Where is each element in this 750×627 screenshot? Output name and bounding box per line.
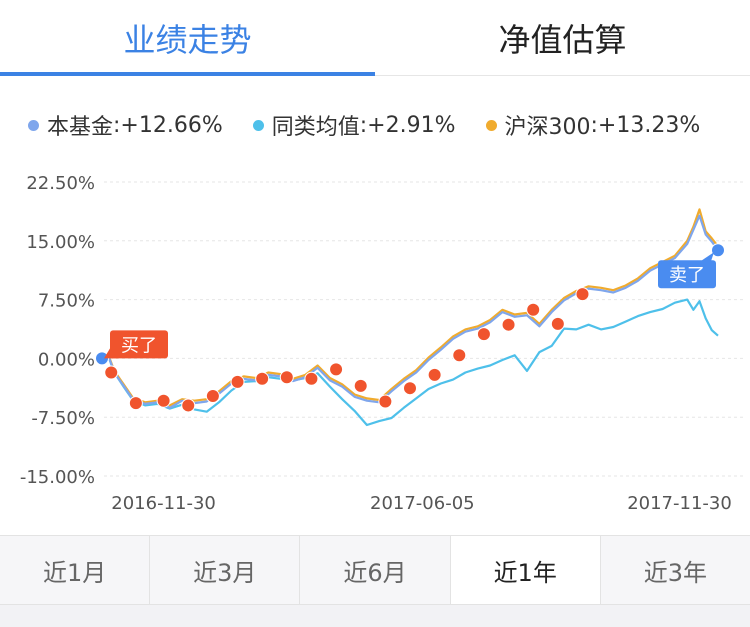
legend-dot-fund-icon bbox=[28, 119, 39, 131]
series-line-1 bbox=[101, 298, 719, 427]
trade-point bbox=[353, 378, 368, 393]
legend-item-peer-average: 同类均值:+2.91% bbox=[252, 109, 456, 141]
legend-value-csi300: :+13.23% bbox=[590, 112, 701, 138]
trade-point bbox=[304, 371, 319, 386]
buy-badge bbox=[110, 330, 168, 359]
sell-label: 卖了 bbox=[669, 265, 705, 286]
buy-badge-pointer bbox=[104, 348, 118, 359]
trade-point bbox=[104, 365, 119, 380]
trade-point bbox=[378, 394, 393, 409]
y-tick-label: -15.00% bbox=[20, 467, 95, 488]
trade-point bbox=[329, 362, 344, 377]
chart-legend: 本基金:+12.66% 同类均值:+2.91% 沪深300:+13.23% bbox=[28, 110, 700, 140]
trade-point bbox=[230, 374, 245, 389]
legend-label-peer: 同类均值 bbox=[271, 115, 360, 140]
trade-point bbox=[156, 393, 171, 408]
sell-badge bbox=[658, 260, 716, 289]
legend-item-fund: 本基金:+12.66% bbox=[28, 109, 223, 141]
trade-point bbox=[711, 243, 725, 258]
period-3y[interactable]: 近3年 bbox=[643, 558, 708, 587]
trade-point bbox=[526, 302, 541, 317]
trade-point bbox=[452, 348, 467, 363]
legend-dot-peer-icon bbox=[252, 119, 264, 131]
trade-point bbox=[255, 371, 270, 386]
period-3m[interactable]: 近3月 bbox=[150, 536, 301, 604]
performance-chart: 22.50% 15.00% 7.50% 0.00% -7.50% -15.00% 2016-… bbox=[20, 173, 745, 514]
x-tick-label: 2017-11-30 bbox=[627, 493, 732, 514]
y-tick-label: 0.00% bbox=[38, 349, 95, 370]
legend-dot-csi300-icon bbox=[485, 119, 497, 131]
trade-point bbox=[427, 367, 442, 382]
trade-point bbox=[575, 287, 590, 302]
period-selector: 近1月 近3月 近6月 近1年 近3年 bbox=[0, 535, 750, 605]
y-tick-label: 15.00% bbox=[26, 232, 95, 253]
legend-label-fund: 本基金 bbox=[47, 115, 114, 140]
sell-badge-pointer bbox=[702, 252, 714, 265]
legend-value-peer: :+2.91% bbox=[359, 112, 456, 138]
period-6m[interactable]: 近6月 bbox=[300, 536, 451, 604]
y-tick-label: 22.50% bbox=[26, 173, 95, 194]
trade-point bbox=[403, 381, 417, 396]
series-line-2 bbox=[101, 208, 719, 407]
tab-bar: 业绩走势 净值估算 bbox=[0, 0, 750, 76]
tab-performance[interactable]: 业绩走势 bbox=[0, 0, 375, 76]
x-tick-label: 2017-06-05 bbox=[370, 493, 475, 514]
buy-label: 买了 bbox=[121, 335, 157, 356]
legend-value-fund: :+12.66% bbox=[113, 112, 223, 138]
x-tick-label: 2016-11-30 bbox=[111, 493, 216, 514]
period-1y[interactable]: 近1年 bbox=[450, 536, 601, 604]
bottom-strip bbox=[0, 605, 750, 627]
trade-point bbox=[181, 398, 196, 413]
y-tick-label: 7.50% bbox=[38, 291, 95, 312]
trade-point bbox=[128, 396, 143, 411]
trade-point bbox=[501, 317, 516, 332]
legend-label-csi300: 沪深300 bbox=[504, 115, 591, 140]
trade-point bbox=[205, 389, 220, 404]
trade-point bbox=[550, 316, 565, 331]
tab-nav-estimate[interactable]: 净值估算 bbox=[498, 20, 627, 59]
trade-point bbox=[279, 370, 294, 385]
period-1m[interactable]: 近1月 bbox=[0, 536, 151, 604]
y-tick-label: -7.50% bbox=[31, 408, 95, 429]
legend-item-csi300: 沪深300:+13.23% bbox=[485, 109, 701, 141]
trade-point bbox=[476, 327, 491, 342]
series-line-0 bbox=[101, 214, 719, 409]
